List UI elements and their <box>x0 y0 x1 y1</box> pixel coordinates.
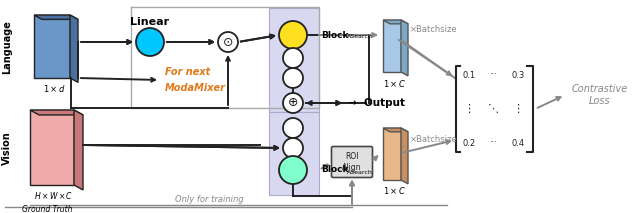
Circle shape <box>218 32 238 52</box>
Text: ASearch: ASearch <box>347 170 373 174</box>
Text: ⊙: ⊙ <box>223 36 233 49</box>
Polygon shape <box>34 15 70 78</box>
Circle shape <box>283 118 303 138</box>
Polygon shape <box>401 20 408 76</box>
Polygon shape <box>70 15 78 82</box>
Circle shape <box>283 48 303 68</box>
FancyBboxPatch shape <box>332 147 372 177</box>
Text: Language: Language <box>2 20 12 74</box>
Circle shape <box>279 21 307 49</box>
Polygon shape <box>383 20 401 72</box>
Polygon shape <box>269 8 319 112</box>
Polygon shape <box>401 128 408 184</box>
Circle shape <box>279 156 307 184</box>
Text: 0.1: 0.1 <box>463 71 476 79</box>
Text: ModaMixer: ModaMixer <box>165 83 226 93</box>
Polygon shape <box>383 20 408 24</box>
Text: 0.4: 0.4 <box>511 138 525 147</box>
Text: 0.2: 0.2 <box>463 138 476 147</box>
Polygon shape <box>74 110 83 190</box>
Text: ⋱: ⋱ <box>488 104 499 114</box>
Text: For next: For next <box>165 67 211 77</box>
Text: Ground Truth: Ground Truth <box>22 205 72 213</box>
Circle shape <box>283 138 303 158</box>
Text: $H\times W\times C$: $H\times W\times C$ <box>35 190 74 201</box>
Text: ···: ··· <box>490 138 497 147</box>
Circle shape <box>136 28 164 56</box>
Text: $1\times d$: $1\times d$ <box>42 83 65 94</box>
Polygon shape <box>383 128 401 180</box>
Text: ···: ··· <box>490 71 497 79</box>
Text: ×Batchsize: ×Batchsize <box>410 26 458 35</box>
Text: Only for training: Only for training <box>175 196 244 204</box>
Text: ⊕: ⊕ <box>288 96 298 109</box>
Polygon shape <box>34 15 78 19</box>
Polygon shape <box>30 110 83 115</box>
Polygon shape <box>383 128 408 132</box>
Text: Linear: Linear <box>131 17 170 27</box>
Text: $1\times C$: $1\times C$ <box>383 78 406 89</box>
Circle shape <box>283 68 303 88</box>
Text: ASearch: ASearch <box>347 35 373 39</box>
Text: 0.3: 0.3 <box>511 71 525 79</box>
Text: $1\times C$: $1\times C$ <box>383 185 406 196</box>
Text: Vision: Vision <box>2 131 12 165</box>
Polygon shape <box>30 110 74 185</box>
Text: Contrastive
Loss: Contrastive Loss <box>572 84 628 106</box>
Text: Block: Block <box>321 166 349 174</box>
Text: Block: Block <box>321 30 349 39</box>
Polygon shape <box>269 112 319 195</box>
Text: ROI
Align: ROI Align <box>342 152 362 172</box>
Text: ×Batchsize: ×Batchsize <box>410 135 458 144</box>
Text: ⋮: ⋮ <box>513 104 524 114</box>
Text: ⋮: ⋮ <box>463 104 475 114</box>
Circle shape <box>283 93 303 113</box>
Text: →  Output: → Output <box>348 98 405 108</box>
